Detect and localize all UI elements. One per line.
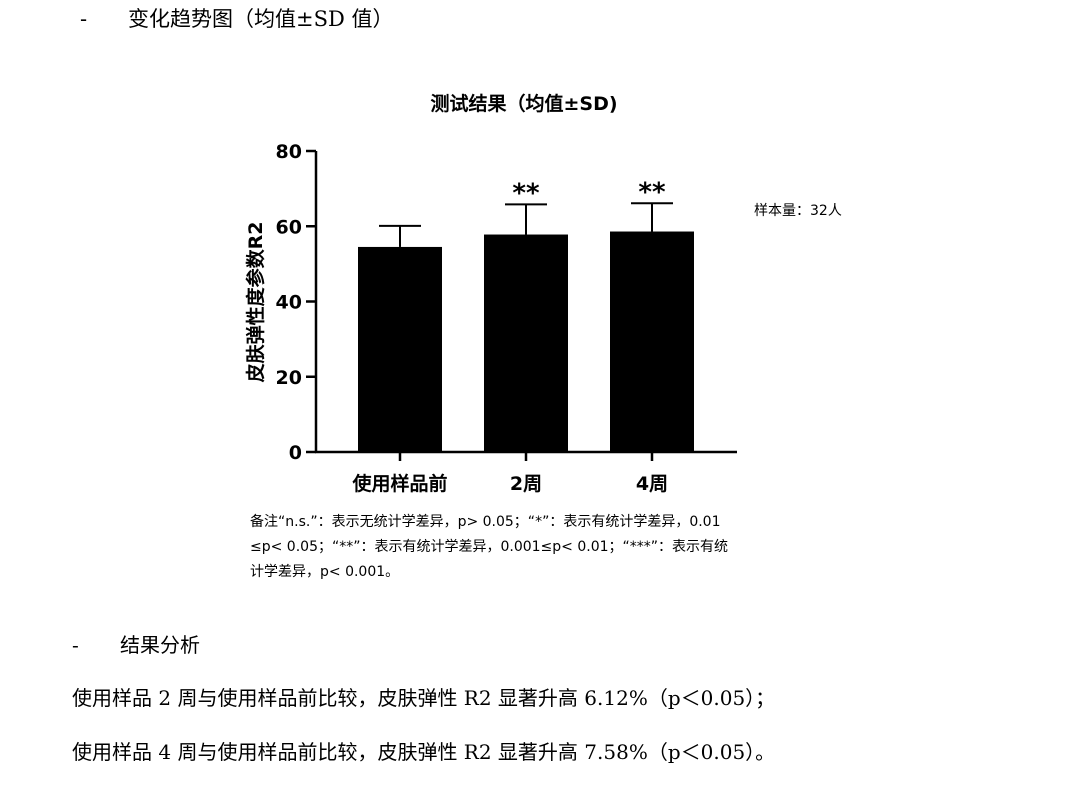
bar	[484, 234, 568, 452]
x-tick-label: 4周	[636, 473, 668, 495]
section-heading-analysis: - 结果分析	[72, 632, 200, 658]
plot-area: ** ** 0 20 40 60 80 使用样品前 2周 4周	[276, 141, 737, 495]
section-heading-trend: - 变化趋势图（均值±SD 值）	[80, 6, 394, 32]
bar	[358, 246, 442, 452]
y-tick-label: 60	[276, 216, 302, 238]
chart-title: 测试结果（均值±SD)	[430, 92, 617, 115]
footnote-line-1: 备注“n.s.”：表示无统计学差异，p> 0.05；“*”：表示有统计学差异，0…	[250, 514, 721, 530]
analysis-line-2: 使用样品 4 周与使用样品前比较，皮肤弹性 R2 显著升高 7.58%（p＜0.…	[72, 740, 776, 764]
bullet-dash: -	[80, 7, 88, 31]
y-tick-label: 20	[276, 367, 302, 389]
significance-label: **	[512, 178, 540, 208]
analysis-line-1: 使用样品 2 周与使用样品前比较，皮肤弹性 R2 显著升高 6.12%（p＜0.…	[72, 686, 776, 710]
significance-label: **	[638, 177, 666, 207]
bar-chart: 测试结果（均值±SD) ** ** 0 20 40 60 80 使用样品前 2周 4周 皮肤弹性度…	[244, 92, 842, 495]
y-axis-label: 皮肤弹性度参数R2	[244, 222, 267, 383]
section-title: 变化趋势图（均值±SD 值）	[128, 7, 394, 31]
bar	[610, 231, 694, 452]
y-tick-label: 0	[289, 442, 302, 464]
footnote-line-2: ≤p< 0.05；“**”：表示有统计学差异，0.001≤p< 0.01；“**…	[250, 539, 729, 555]
bullet-dash: -	[72, 633, 79, 657]
y-tick-label: 80	[276, 141, 302, 163]
sample-size-annotation: 样本量：32人	[754, 203, 842, 219]
footnote-line-3: 计学差异，p< 0.001。	[250, 564, 400, 580]
y-tick-label: 40	[276, 292, 302, 314]
x-tick-label: 使用样品前	[351, 472, 447, 495]
x-tick-label: 2周	[510, 473, 542, 495]
section-title: 结果分析	[120, 633, 200, 657]
footnote: 备注“n.s.”：表示无统计学差异，p> 0.05；“*”：表示有统计学差异，0…	[250, 510, 830, 585]
